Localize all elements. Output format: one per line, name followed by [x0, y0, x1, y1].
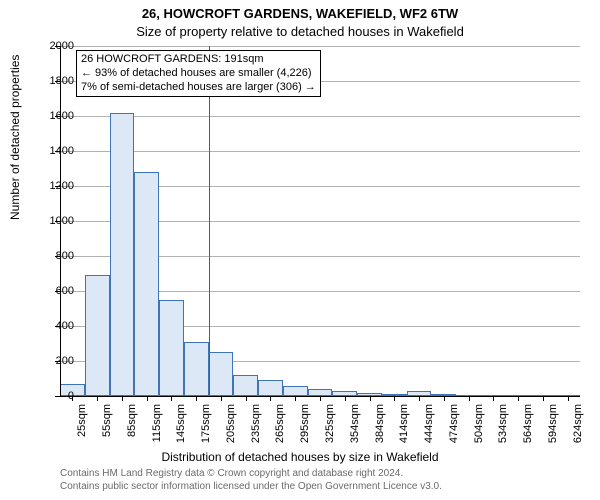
footer-line-2: Contains public sector information licen… [60, 481, 442, 494]
footer-line-1: Contains HM Land Registry data © Crown c… [60, 468, 442, 481]
histogram-bar [233, 375, 258, 396]
x-tick-label: 564sqm [522, 404, 534, 443]
y-tick-label: 2000 [34, 40, 74, 52]
histogram-bar [85, 275, 110, 396]
histogram-bar [308, 389, 333, 396]
x-tick-label: 444sqm [423, 404, 435, 443]
grid-line [60, 151, 580, 152]
x-tick-label: 474sqm [448, 404, 460, 443]
x-tick-label: 624sqm [572, 404, 584, 443]
y-tick-label: 200 [34, 355, 74, 367]
histogram-bar [184, 342, 209, 396]
x-tick-label: 145sqm [175, 404, 187, 443]
reference-line [209, 46, 210, 396]
y-tick-label: 400 [34, 320, 74, 332]
grid-line [60, 116, 580, 117]
x-tick-label: 265sqm [274, 404, 286, 443]
x-tick-label: 325sqm [324, 404, 336, 443]
annotation-line: ← 93% of detached houses are smaller (4,… [81, 67, 316, 81]
y-tick-label: 800 [34, 250, 74, 262]
histogram-bar [258, 380, 283, 396]
x-tick-label: 55sqm [101, 404, 113, 437]
chart-title: 26, HOWCROFT GARDENS, WAKEFIELD, WF2 6TW [0, 6, 600, 21]
x-tick-label: 594sqm [547, 404, 559, 443]
plot-area: 25sqm55sqm85sqm115sqm145sqm175sqm205sqm2… [60, 46, 580, 396]
chart-stage: 26, HOWCROFT GARDENS, WAKEFIELD, WF2 6TW… [0, 0, 600, 500]
footer-attribution: Contains HM Land Registry data © Crown c… [60, 468, 442, 493]
annotation-box: 26 HOWCROFT GARDENS: 191sqm← 93% of deta… [76, 50, 321, 97]
annotation-line: 26 HOWCROFT GARDENS: 191sqm [81, 53, 316, 67]
x-axis-label: Distribution of detached houses by size … [0, 450, 600, 464]
y-tick-label: 1600 [34, 110, 74, 122]
x-tick-label: 384sqm [374, 404, 386, 443]
y-tick-label: 1400 [34, 145, 74, 157]
grid-line [60, 46, 580, 47]
x-axis-line [60, 396, 580, 397]
annotation-line: 7% of semi-detached houses are larger (3… [81, 81, 316, 95]
x-tick-label: 504sqm [473, 404, 485, 443]
y-tick-label: 1800 [34, 75, 74, 87]
x-tick-label: 295sqm [299, 404, 311, 443]
y-tick-label: 0 [34, 390, 74, 402]
y-tick-label: 1200 [34, 180, 74, 192]
histogram-bar [159, 300, 184, 396]
x-tick-label: 85sqm [126, 404, 138, 437]
x-tick-label: 25sqm [76, 404, 88, 437]
chart-subtitle: Size of property relative to detached ho… [0, 24, 600, 39]
y-tick-label: 600 [34, 285, 74, 297]
y-tick-label: 1000 [34, 215, 74, 227]
y-axis-label: Number of detached properties [8, 55, 22, 220]
x-tick-label: 175sqm [200, 404, 212, 443]
histogram-bar [110, 113, 135, 397]
x-tick-label: 205sqm [225, 404, 237, 443]
x-tick-label: 414sqm [398, 404, 410, 443]
x-tick-label: 354sqm [349, 404, 361, 443]
x-tick-label: 115sqm [151, 404, 163, 442]
histogram-bar [134, 172, 159, 396]
histogram-bar [283, 386, 308, 397]
x-tick-label: 235sqm [250, 404, 262, 443]
x-tick-label: 534sqm [497, 404, 509, 443]
histogram-bar [209, 352, 234, 396]
